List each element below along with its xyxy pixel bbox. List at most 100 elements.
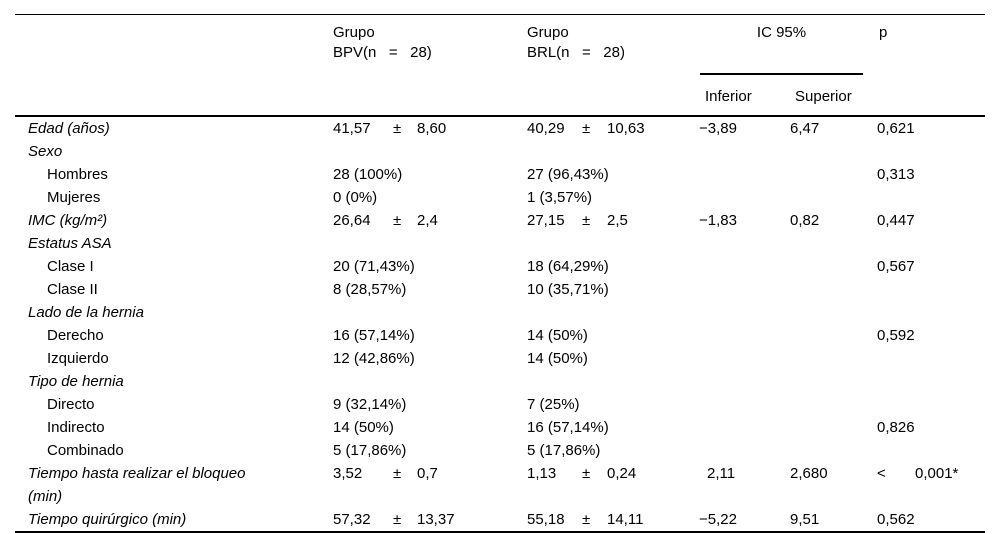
table-row-hombres: Hombres 28 (100%) 27 (96,43%) 0,313	[15, 163, 985, 186]
plus-minus-symbol: ±	[393, 120, 402, 137]
brl-value: 10 (35,71%)	[527, 281, 609, 298]
table-row-imc: IMC (kg/m²) 26,64 ±2,4 27,15 ±2,5 −1,83 0,…	[15, 209, 985, 232]
table-row-edad: Edad (años) 41,57 ±8,60 40,29 ±10,63 −3,89…	[15, 116, 985, 140]
table-row-clase-i: Clase I 20 (71,43%) 18 (64,29%) 0,567	[15, 255, 985, 278]
p-value: 0,562	[877, 508, 986, 533]
bpv-value: 20 (71,43%)	[333, 258, 415, 275]
brl-value: 27,15 ±2,5	[527, 209, 700, 232]
table-body: Edad (años) 41,57 ±8,60 40,29 ±10,63 −3,89…	[15, 116, 986, 533]
mean-value: 27,15	[527, 212, 565, 229]
table-row-estatus-asa: Estatus ASA	[15, 232, 985, 255]
mean-value: 40,29	[527, 120, 565, 137]
bpv-value: 9 (32,14%)	[333, 396, 407, 413]
row-label: Clase II	[47, 281, 98, 298]
table-row-tiempo-quirurgico: Tiempo quirúrgico (min) 57,32 ±13,37 55,1…	[15, 508, 986, 533]
sd-value: 10,63	[607, 120, 645, 137]
ci-superior: 9,51	[790, 508, 878, 533]
sd-value: 2,4	[417, 212, 438, 229]
header-row-ci-bounds: Inferior Superior	[15, 75, 985, 117]
ci-superior: 6,47	[790, 120, 820, 137]
brl-value: 18 (64,29%)	[527, 258, 609, 275]
plus-minus-symbol: ±	[393, 511, 402, 528]
row-label: Hombres	[47, 166, 108, 183]
row-label: Sexo	[28, 143, 63, 160]
bpv-value: 41,57 ±8,60	[333, 116, 527, 140]
row-label: Indirecto	[47, 419, 105, 436]
less-than-symbol: <	[877, 465, 886, 482]
mean-value: 3,52	[333, 465, 363, 482]
ci-inferior: −3,89	[699, 120, 737, 137]
bpv-value: 57,32 ±13,37	[333, 508, 527, 533]
table-row-sexo: Sexo	[15, 140, 985, 163]
p-value: 0,621	[877, 120, 915, 137]
sd-value: 8,60	[417, 120, 447, 137]
brl-value: 40,29 ±10,63	[527, 116, 700, 140]
row-label: Directo	[47, 396, 95, 413]
brl-value: 14 (50%)	[527, 327, 588, 344]
bpv-value: 8 (28,57%)	[333, 281, 407, 298]
table-header: Grupo BPV(n = 28) Grupo BRL(n = 28) IC 9…	[15, 14, 986, 117]
row-label: Clase I	[47, 258, 94, 275]
comparison-table: Grupo BPV(n = 28) Grupo BRL(n = 28) IC 9…	[15, 14, 986, 533]
sd-value: 14,11	[607, 511, 644, 528]
header-ic95-spanner: IC 95%	[700, 15, 877, 76]
bpv-value: 28 (100%)	[333, 166, 403, 183]
bpv-value: 14 (50%)	[333, 419, 394, 436]
plus-minus-symbol: ±	[393, 212, 402, 229]
brl-value: 55,18 ±14,11	[527, 508, 700, 533]
table-row-lado-hernia: Lado de la hernia	[15, 301, 985, 324]
plus-minus-symbol: ±	[582, 465, 591, 482]
ci-superior: 2,680	[790, 465, 828, 482]
ci-inferior: −5,22	[699, 508, 790, 533]
bpv-value: 0 (0%)	[333, 189, 378, 206]
table-row-tipo-hernia: Tipo de hernia	[15, 370, 985, 393]
header-inferior: Inferior	[700, 75, 790, 117]
bpv-value: 26,64 ±2,4	[333, 209, 527, 232]
bpv-value: 5 (17,86%)	[333, 442, 407, 459]
ci-superior: 0,82	[790, 212, 820, 229]
row-label: Estatus ASA	[28, 235, 112, 252]
row-label: IMC (kg/m²)	[28, 212, 108, 229]
p-value: <0,001*	[877, 462, 985, 508]
row-label: Tiempo quirúrgico (min)	[15, 508, 333, 533]
brl-value: 5 (17,86%)	[527, 442, 601, 459]
sd-value: 0,7	[417, 465, 438, 482]
table-row-clase-ii: Clase II 8 (28,57%) 10 (35,71%)	[15, 278, 985, 301]
mean-value: 57,32	[333, 511, 371, 528]
row-label: Tipo de hernia	[28, 373, 124, 390]
mean-value: 55,18	[527, 511, 565, 528]
bpv-value: 16 (57,14%)	[333, 327, 415, 344]
mean-value: 41,57	[333, 120, 371, 137]
ci-inferior: −1,83	[699, 212, 737, 229]
brl-value: 16 (57,14%)	[527, 419, 609, 436]
mean-value: 26,64	[333, 212, 371, 229]
row-label: Tiempo hasta realizar el bloqueo (min)	[28, 465, 246, 505]
sd-value: 0,24	[607, 465, 637, 482]
plus-minus-symbol: ±	[582, 120, 591, 137]
bpv-value: 12 (42,86%)	[333, 350, 415, 367]
brl-value: 7 (25%)	[527, 396, 580, 413]
p-value: 0,567	[877, 258, 915, 275]
row-label: Derecho	[47, 327, 104, 344]
brl-value: 1 (3,57%)	[527, 189, 593, 206]
table-row-indirecto: Indirecto 14 (50%) 16 (57,14%) 0,826	[15, 416, 985, 439]
header-superior: Superior	[790, 75, 878, 117]
brl-value: 1,13 ±0,24	[527, 462, 700, 508]
ci-inferior: 2,11	[707, 465, 736, 482]
bpv-value: 3,52 ±0,7	[333, 462, 527, 508]
sd-value: 2,5	[607, 212, 628, 229]
header-group-bpv: Grupo BPV(n = 28)	[333, 14, 527, 117]
sd-value: 13,37	[417, 511, 455, 528]
plus-minus-symbol: ±	[393, 465, 402, 482]
brl-value: 27 (96,43%)	[527, 166, 609, 183]
header-p: p	[877, 14, 986, 117]
table-row-mujeres: Mujeres 0 (0%) 1 (3,57%)	[15, 186, 985, 209]
p-value: 0,826	[877, 419, 915, 436]
p-value: 0,447	[877, 212, 915, 229]
mean-value: 1,13	[527, 465, 557, 482]
row-label: Edad (años)	[28, 120, 110, 137]
row-label: Mujeres	[47, 189, 101, 206]
p-value: 0,313	[877, 166, 915, 183]
plus-minus-symbol: ±	[582, 212, 591, 229]
